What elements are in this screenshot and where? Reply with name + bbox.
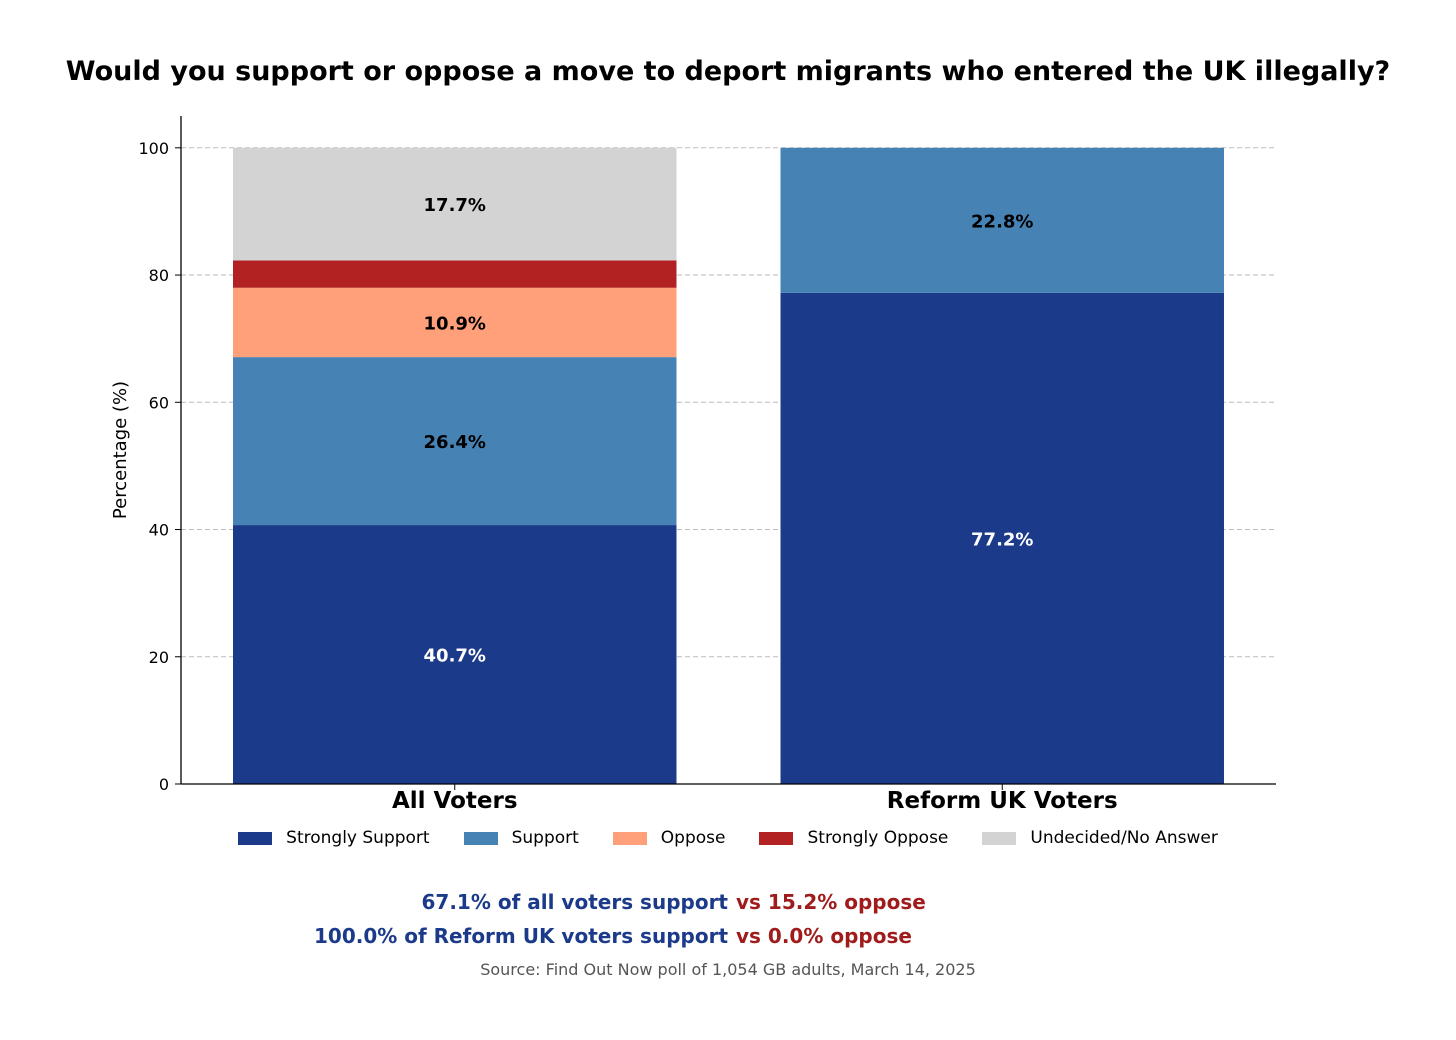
legend-label: Undecided/No Answer — [1030, 828, 1218, 848]
bar-all-voters-undecided-no-answer — [233, 147, 677, 261]
bar-all-voters-strongly-support — [233, 525, 677, 784]
bars — [233, 147, 1224, 784]
legend-item: Strongly Oppose — [759, 828, 948, 848]
legend-item: Oppose — [612, 828, 726, 848]
legend-label: Strongly Support — [286, 828, 430, 848]
summary-oppose-all: vs 15.2% oppose — [736, 890, 926, 914]
y-tick-label-80: 80 — [149, 266, 169, 285]
summary-support-all: 67.1% of all voters support — [421, 890, 729, 914]
summary-support-reform: 100.0% of Reform UK voters support — [313, 924, 728, 948]
bar-labels: 40.7% 26.4% 10.9% 17.7% 77.2% 22.8% — [424, 195, 1034, 666]
data-label: 26.4% — [424, 432, 486, 453]
y-tick-label-100: 100 — [138, 139, 169, 158]
data-label: 77.2% — [971, 529, 1033, 550]
chart-title: Would you support or oppose a move to de… — [65, 56, 1391, 87]
bar-reform-uk-voters-support — [780, 147, 1224, 293]
legend-item: Strongly Support — [238, 828, 430, 848]
bar-reform-uk-voters-strongly-support — [780, 292, 1224, 784]
data-label: 17.7% — [424, 195, 486, 216]
bar-all-voters-support — [233, 357, 677, 526]
bar-all-voters-strongly-oppose — [233, 260, 677, 288]
legend: Strongly Support Support Oppose Strongly Op… — [0, 828, 1456, 848]
legend-label: Oppose — [660, 828, 726, 848]
summary-oppose-reform: vs 0.0% oppose — [736, 924, 912, 948]
y-ticks: 0 20 40 60 80 100 — [138, 139, 181, 794]
y-tick-label-20: 20 — [149, 648, 169, 667]
legend-item: Undecided/No Answer — [982, 828, 1218, 848]
legend-label: Strongly Oppose — [807, 828, 949, 848]
stacked-bar-chart: 40.7% 26.4% 10.9% 17.7% 77.2% 22.8% 0 20 40 60 80… — [110, 116, 1276, 814]
data-label: 22.8% — [971, 211, 1033, 232]
y-tick-label-0: 0 — [159, 775, 169, 794]
legend-swatch — [982, 831, 1017, 845]
legend-label: Support — [511, 828, 579, 848]
legend-swatch — [463, 831, 498, 845]
data-label: 10.9% — [424, 313, 486, 334]
legend-swatch — [238, 831, 273, 845]
source-note: Source: Find Out Now poll of 1,054 GB ad… — [480, 960, 976, 979]
axes — [180, 116, 1276, 785]
data-label: 40.7% — [424, 646, 486, 667]
legend-swatch — [759, 831, 794, 845]
y-tick-label-60: 60 — [149, 393, 169, 412]
x-tick-label: All Voters — [392, 788, 518, 814]
legend-item: Support — [463, 828, 579, 848]
y-axis-label: Percentage (%) — [110, 381, 131, 519]
legend-swatch — [612, 831, 647, 845]
x-ticks: All Voters Reform UK Voters — [392, 784, 1118, 814]
y-tick-label-40: 40 — [149, 521, 169, 540]
x-tick-label: Reform UK Voters — [887, 788, 1118, 814]
bar-all-voters-oppose — [233, 287, 677, 358]
